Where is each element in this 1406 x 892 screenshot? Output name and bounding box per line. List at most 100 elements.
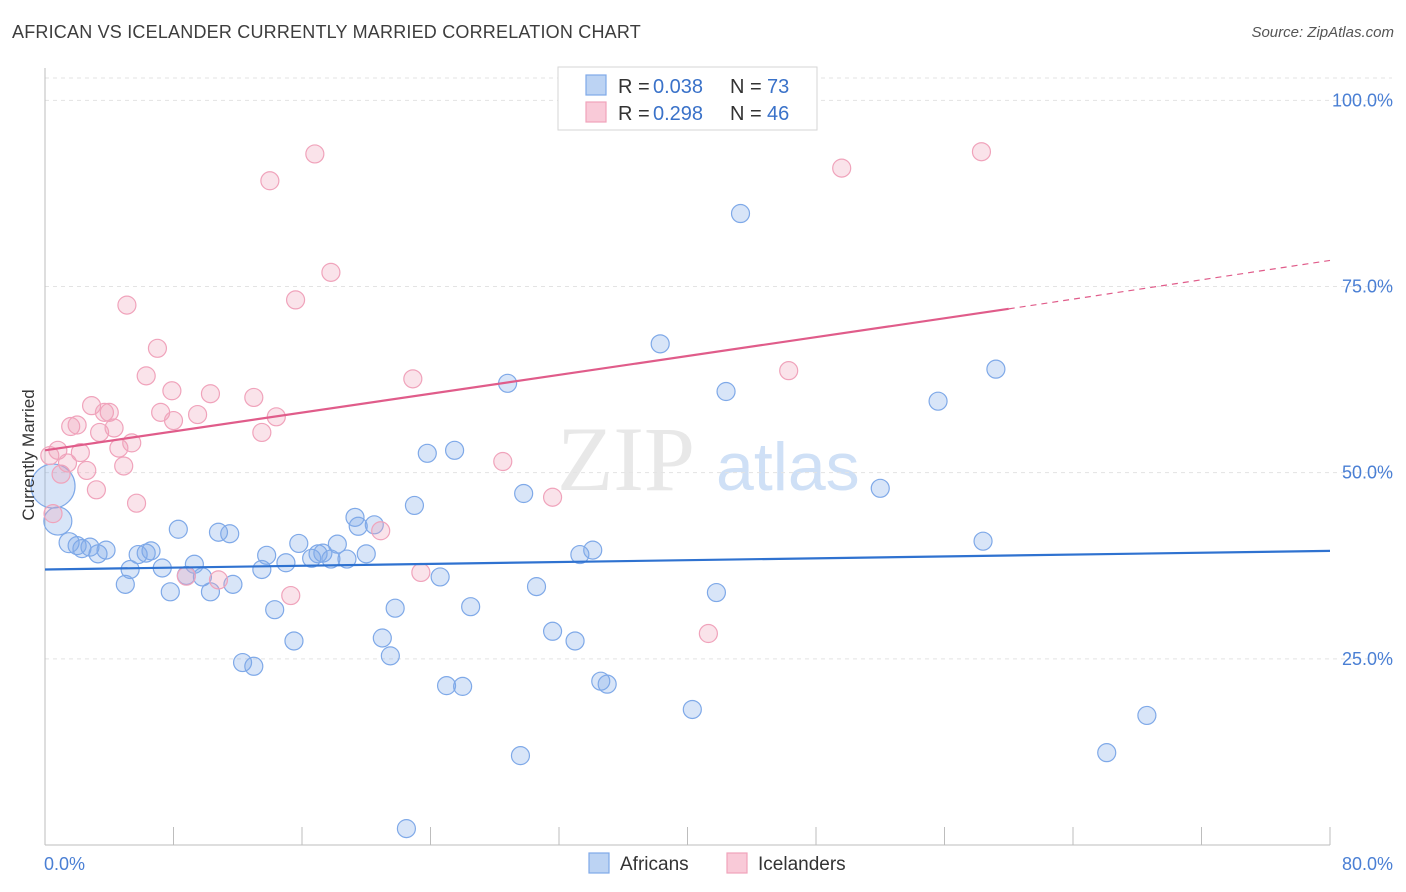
- x-tick-labels: 0.0% 80.0%: [44, 854, 1393, 874]
- point-africans: [348, 516, 368, 536]
- point-africans: [453, 676, 473, 696]
- point-africans: [542, 621, 563, 641]
- y-axis-label: Currently Married: [19, 389, 38, 520]
- point-africans: [565, 631, 585, 651]
- point-icelanders: [252, 422, 272, 443]
- point-africans: [444, 440, 465, 460]
- y-tick-label: 75.0%: [1342, 277, 1393, 297]
- point-africans: [986, 359, 1006, 379]
- point-africans: [372, 628, 392, 648]
- point-africans: [716, 381, 736, 402]
- bottom-legend-swatch-icelanders: [726, 852, 748, 874]
- legend-r-value-icelanders: 0.298: [653, 103, 703, 125]
- point-icelanders: [200, 384, 221, 404]
- legend-r-label-icelanders: R =: [618, 103, 650, 125]
- point-icelanders: [61, 416, 81, 437]
- point-africans: [244, 656, 264, 676]
- point-africans: [232, 652, 253, 673]
- bottom-legend-swatch-africans: [588, 852, 610, 874]
- point-africans: [514, 483, 534, 504]
- x-tick-label-min: 0.0%: [44, 854, 85, 874]
- point-africans: [510, 746, 531, 766]
- point-icelanders: [281, 585, 301, 606]
- point-africans: [597, 674, 617, 694]
- stats-legend: R = 0.038 N = 73 R = 0.298 N = 46: [557, 66, 818, 131]
- point-icelanders: [832, 158, 852, 178]
- point-africans: [289, 533, 309, 554]
- legend-swatch-icelanders: [585, 101, 607, 123]
- point-africans: [168, 519, 188, 539]
- axes: [44, 68, 1331, 846]
- point-africans: [404, 495, 425, 516]
- y-tick-label: 100.0%: [1332, 90, 1393, 110]
- legend-n-label-africans: N =: [730, 76, 762, 98]
- point-africans: [526, 577, 547, 597]
- x-tick-label-max: 80.0%: [1342, 854, 1393, 874]
- point-icelanders: [208, 570, 229, 590]
- y-tick-label: 25.0%: [1342, 649, 1393, 669]
- point-icelanders: [43, 504, 63, 524]
- point-africans: [385, 598, 405, 618]
- point-icelanders: [114, 456, 134, 476]
- point-icelanders: [126, 493, 147, 513]
- point-africans: [257, 545, 277, 565]
- point-icelanders: [57, 453, 78, 473]
- point-africans: [570, 544, 590, 565]
- point-icelanders: [176, 566, 196, 586]
- point-icelanders: [99, 402, 119, 422]
- watermark-atlas: atlas: [716, 429, 860, 505]
- data-points: [30, 142, 1157, 839]
- point-africans: [96, 540, 116, 560]
- point-africans: [973, 531, 993, 551]
- point-icelanders: [70, 442, 90, 463]
- point-icelanders: [136, 366, 156, 386]
- point-africans: [430, 567, 450, 587]
- legend-swatch-africans: [585, 74, 607, 96]
- point-africans: [284, 631, 304, 651]
- point-icelanders: [371, 521, 391, 541]
- point-africans: [115, 574, 135, 594]
- watermark: ZIP atlas: [557, 408, 860, 510]
- point-icelanders: [321, 262, 341, 282]
- point-africans: [80, 537, 100, 557]
- point-africans: [1137, 705, 1157, 726]
- point-africans: [265, 600, 285, 620]
- point-icelanders: [94, 402, 115, 422]
- trend-lines: [44, 259, 1331, 571]
- point-africans: [220, 524, 240, 544]
- point-africans: [1097, 743, 1117, 763]
- chart-title: AFRICAN VS ICELANDER CURRENTLY MARRIED C…: [12, 22, 641, 42]
- point-icelanders: [403, 369, 423, 389]
- point-africans: [160, 582, 180, 602]
- point-icelanders: [971, 142, 992, 162]
- point-africans: [706, 582, 727, 603]
- point-africans: [870, 478, 890, 498]
- point-icelanders: [162, 381, 182, 401]
- point-africans: [461, 597, 481, 617]
- point-icelanders: [104, 418, 124, 438]
- point-icelanders: [305, 144, 325, 164]
- point-africans: [396, 819, 417, 839]
- point-africans: [730, 203, 751, 224]
- bottom-legend-label-icelanders: Icelanders: [758, 854, 846, 875]
- point-icelanders: [411, 562, 431, 583]
- point-africans: [276, 553, 296, 573]
- legend-n-label-icelanders: N =: [730, 103, 762, 125]
- series-legend: Africans Icelanders: [588, 852, 846, 875]
- point-icelanders: [493, 451, 513, 472]
- point-africans: [682, 699, 702, 720]
- point-icelanders: [86, 480, 107, 500]
- point-africans: [141, 541, 161, 561]
- point-africans: [223, 574, 243, 594]
- point-icelanders: [77, 460, 97, 481]
- point-icelanders: [779, 361, 799, 381]
- point-icelanders: [542, 487, 563, 507]
- point-icelanders: [698, 623, 718, 644]
- point-africans: [436, 676, 457, 696]
- trend-line-africans: [44, 549, 1331, 571]
- legend-n-value-icelanders: 46: [767, 103, 789, 125]
- point-africans: [327, 534, 347, 554]
- point-africans: [356, 544, 376, 564]
- bottom-legend-label-africans: Africans: [620, 854, 689, 875]
